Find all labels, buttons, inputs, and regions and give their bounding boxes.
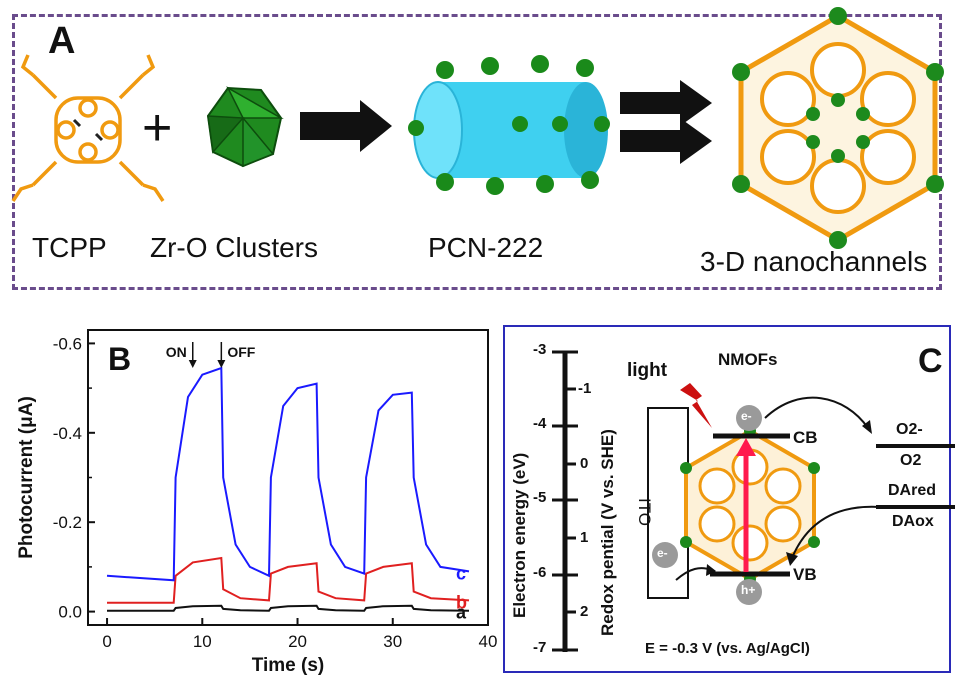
light-label: light — [627, 360, 668, 381]
y-tick-label: -0.6 — [53, 334, 82, 353]
series-label-b: b — [456, 592, 467, 612]
y-axis-label: Photocurrent (μA) — [16, 396, 37, 559]
series-line-a — [107, 604, 470, 612]
series-line-c — [106, 366, 470, 582]
right-tick-m1: -1 — [578, 380, 592, 397]
left-tick-m7: -7 — [533, 639, 547, 656]
hole-label: h+ — [741, 583, 756, 597]
y-tick-label: -0.4 — [53, 424, 82, 443]
series-label-a: a — [456, 603, 467, 623]
nanochannel-framework — [732, 7, 944, 249]
right-tick-0: 0 — [580, 455, 589, 472]
tcpp-molecule — [11, 54, 165, 202]
left-tick-m4: -4 — [533, 415, 547, 432]
panel-c-letter: C — [918, 342, 943, 380]
label-3d-nanochannels: 3-D nanochannels — [700, 246, 928, 277]
down-arrow-icon — [217, 360, 226, 368]
ito-label: ITO — [635, 498, 654, 527]
ito-electron-label: e- — [657, 546, 668, 560]
vb-label: VB — [793, 565, 817, 584]
left-tick-m3: -3 — [533, 341, 547, 358]
o2-label: O2 — [900, 452, 922, 469]
zr-o-cluster — [206, 86, 284, 168]
off-label: OFF — [227, 344, 255, 360]
panel-a-illustrations: + — [11, 7, 944, 249]
left-axis-label: Electron energy (eV) — [510, 452, 529, 618]
panel-c-frame — [503, 325, 951, 673]
right-arrow-icon-upper — [620, 80, 712, 126]
right-arrow-icon — [300, 100, 392, 152]
series-line-b — [107, 556, 470, 604]
da-ox-label: DAox — [892, 513, 934, 530]
x-tick-label: 10 — [193, 632, 212, 651]
right-tick-2: 2 — [580, 603, 589, 620]
pcn-222-cylinder — [408, 55, 610, 195]
left-tick-m6: -6 — [533, 564, 547, 581]
label-zr-o-clusters: Zr-O Clusters — [150, 232, 318, 263]
electron-label: e- — [741, 409, 752, 423]
x-tick-label: 40 — [479, 632, 498, 651]
y-tick-label: -0.2 — [53, 513, 82, 532]
da-red-label: DAred — [888, 482, 937, 499]
on-label: ON — [166, 344, 187, 360]
label-tcpp: TCPP — [32, 232, 107, 263]
x-tick-label: 0 — [102, 632, 111, 651]
panel-a-letter: A — [48, 20, 76, 62]
panel-a-frame — [12, 14, 942, 290]
nmofs-title: NMOFs — [718, 350, 778, 369]
down-arrow-icon — [188, 360, 197, 368]
x-tick-label: 20 — [288, 632, 307, 651]
y-tick-label: 0.0 — [58, 603, 82, 622]
photocurrent-chart: 0 10 20 30 40 0.0 -0.2 -0.4 -0.6 Time (s) Photocur… — [16, 329, 498, 676]
panel-b-letter: B — [108, 341, 131, 377]
cb-label: CB — [793, 428, 818, 447]
x-axis-label: Time (s) — [252, 655, 325, 676]
right-arrow-icon-lower — [620, 118, 712, 164]
right-axis-label: Redox pential (V vs. SHE) — [598, 429, 617, 636]
potential-label: E = -0.3 V (vs. Ag/AgCl) — [645, 640, 810, 657]
o2-minus-label: O2- — [896, 421, 923, 438]
plus-sign: + — [142, 99, 172, 157]
series-label-c: c — [456, 563, 466, 583]
label-pcn-222: PCN-222 — [428, 232, 544, 263]
left-tick-m5: -5 — [533, 489, 547, 506]
plot-frame — [87, 329, 489, 626]
x-tick-label: 30 — [383, 632, 402, 651]
right-tick-1: 1 — [580, 529, 589, 546]
